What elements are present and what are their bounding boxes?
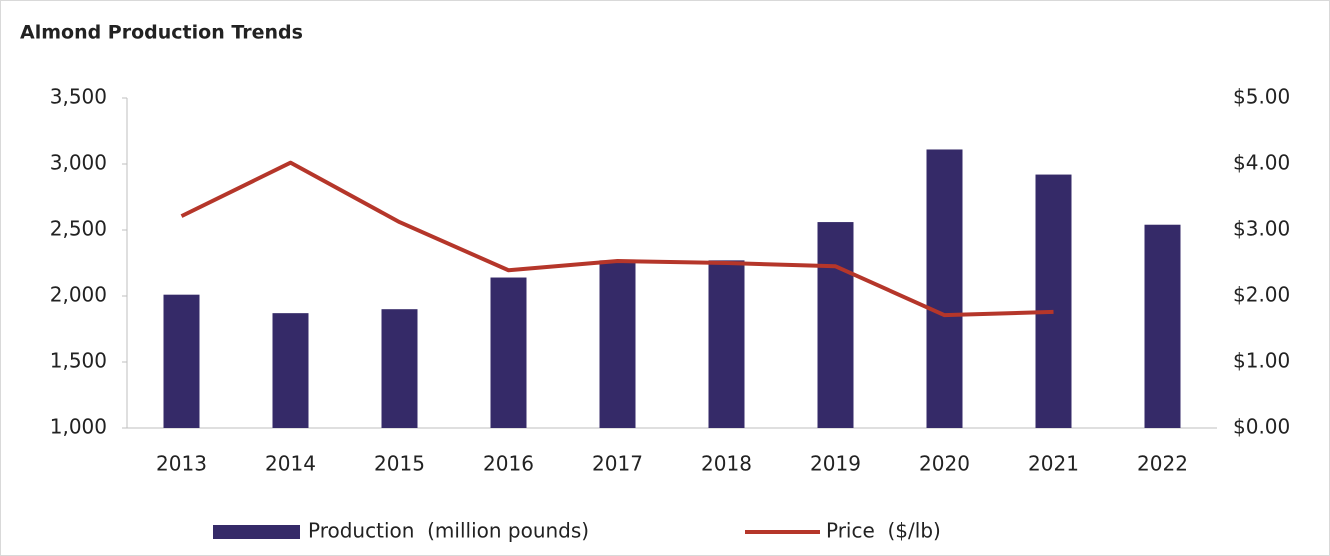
bar: [708, 260, 745, 428]
y-tick-label: 2,000: [50, 283, 107, 307]
x-tick-label: 2020: [919, 452, 970, 476]
y2-tick-label: $2.00: [1233, 283, 1290, 307]
y2-tick-label: $4.00: [1233, 151, 1290, 175]
x-tick-label: 2019: [810, 452, 861, 476]
bar: [1144, 224, 1181, 428]
legend-label: Production (million pounds): [308, 519, 589, 543]
legend-label: Price ($/lb): [826, 519, 941, 543]
price-line: [180, 160, 1054, 318]
bar: [163, 294, 200, 428]
y2-tick-label: $5.00: [1233, 85, 1290, 109]
x-tick-label: 2015: [374, 452, 425, 476]
bar: [490, 277, 527, 428]
bar: [381, 309, 418, 428]
x-tick-label: 2017: [592, 452, 643, 476]
bar: [272, 313, 309, 428]
bar: [599, 260, 636, 428]
x-tick-label: 2018: [701, 452, 752, 476]
y-tick-label: 3,500: [50, 85, 107, 109]
x-tick-label: 2014: [265, 452, 316, 476]
y-tick-label: 1,500: [50, 349, 107, 373]
bar: [926, 149, 963, 429]
legend-swatch: [213, 525, 300, 539]
y2-tick-label: $0.00: [1233, 415, 1290, 439]
y2-tick-label: $1.00: [1233, 349, 1290, 373]
x-tick-label: 2021: [1028, 452, 1079, 476]
x-tick-label: 2016: [483, 452, 534, 476]
y-tick-label: 3,000: [50, 151, 107, 175]
y2-tick-label: $3.00: [1233, 217, 1290, 241]
y-tick-label: 2,500: [50, 217, 107, 241]
bar: [1035, 174, 1072, 428]
chart-title: Almond Production Trends: [20, 22, 303, 44]
x-tick-label: 2022: [1137, 452, 1188, 476]
y-tick-label: 1,000: [50, 415, 107, 439]
bar: [817, 222, 854, 428]
x-tick-label: 2013: [156, 452, 207, 476]
